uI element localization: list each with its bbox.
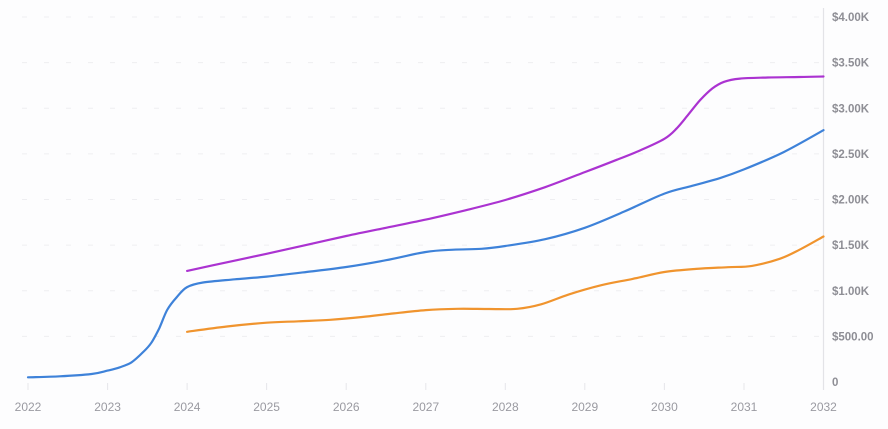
series-magenta-line xyxy=(186,75,825,272)
x-axis-label: 2025 xyxy=(253,400,280,414)
y-axis-label: $4.00K xyxy=(832,12,870,24)
y-axis-label: $2.00K xyxy=(832,195,870,207)
x-axis-label: 2030 xyxy=(651,400,678,414)
x-axis-label: 2023 xyxy=(94,400,121,414)
y-axis-label: $2.50K xyxy=(832,149,870,161)
x-axis-label: 2027 xyxy=(412,400,439,414)
x-axis-label: 2029 xyxy=(571,400,598,414)
y-axis-label: $3.50K xyxy=(832,58,870,70)
y-axis-label: $1.50K xyxy=(832,240,870,252)
x-axis-label: 2026 xyxy=(333,400,360,414)
series-orange-line xyxy=(186,235,825,333)
y-axis-label: 0 xyxy=(832,377,838,389)
y-axis-label: $500.00 xyxy=(832,331,874,343)
y-axis-label: $3.00K xyxy=(832,103,870,115)
x-axis-label: 2032 xyxy=(810,400,837,414)
x-axis-label: 2024 xyxy=(174,400,201,414)
series-blue-line xyxy=(26,129,825,379)
x-axis-label: 2028 xyxy=(492,400,519,414)
y-axis-label: $1.00K xyxy=(832,286,870,298)
x-axis-label: 2031 xyxy=(731,400,758,414)
x-axis-label: 2022 xyxy=(15,400,42,414)
